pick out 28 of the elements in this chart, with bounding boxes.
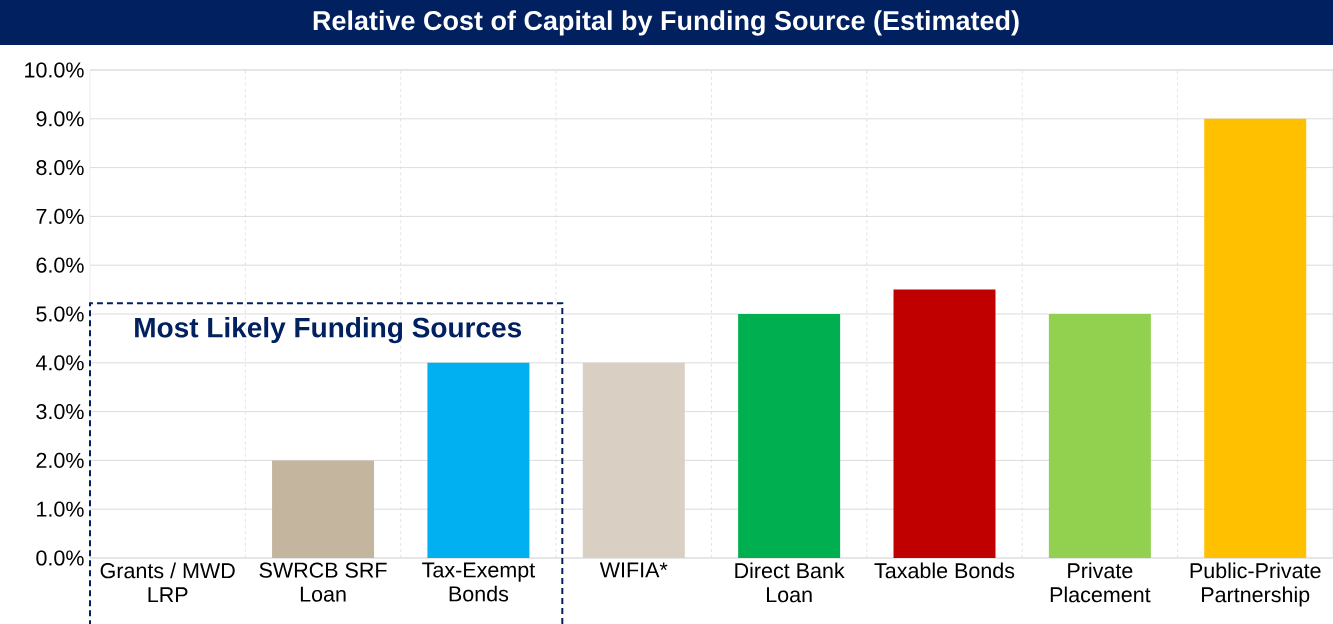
y-tick-label: 2.0% <box>36 452 84 468</box>
y-tick-label: 1.0% <box>37 501 84 517</box>
x-tick-label: Taxable Bonds <box>874 562 1015 579</box>
y-tick-label: 5.0% <box>36 306 84 322</box>
x-tick-label: Public-Private Partnership <box>1190 562 1321 607</box>
bar <box>893 289 996 558</box>
x-tick-label: Grants / MWD LRP <box>100 562 235 603</box>
y-tick-label: 0.0% <box>36 550 84 566</box>
bar <box>1048 314 1151 558</box>
y-tick-label: 10.0% <box>25 62 84 78</box>
bar <box>738 314 841 558</box>
chart-title: Relative Cost of Capital by Funding Source (Estimated) <box>313 10 1019 36</box>
bar <box>427 362 530 558</box>
y-tick-label: 8.0% <box>36 159 84 176</box>
y-tick-label: 6.0% <box>36 257 84 273</box>
y-tick-label: 3.0% <box>36 403 84 420</box>
y-tick-label: 9.0% <box>36 111 84 127</box>
x-tick-label: Direct Bank Loan <box>735 562 845 603</box>
bar <box>582 362 685 558</box>
x-tick-label: WIFIA* <box>599 562 668 578</box>
annotation: Most Likely Funding Sources <box>135 316 522 344</box>
x-tick-label: Private Placement <box>1050 562 1151 603</box>
x-tick-label: Tax-Exempt Bonds <box>422 562 536 602</box>
bar <box>1204 118 1307 558</box>
x-tick-label: SWRCB SRF Loan <box>259 562 387 602</box>
y-tick-label: 7.0% <box>36 208 84 224</box>
y-tick-label: 4.0% <box>35 355 84 371</box>
bar <box>272 460 375 558</box>
